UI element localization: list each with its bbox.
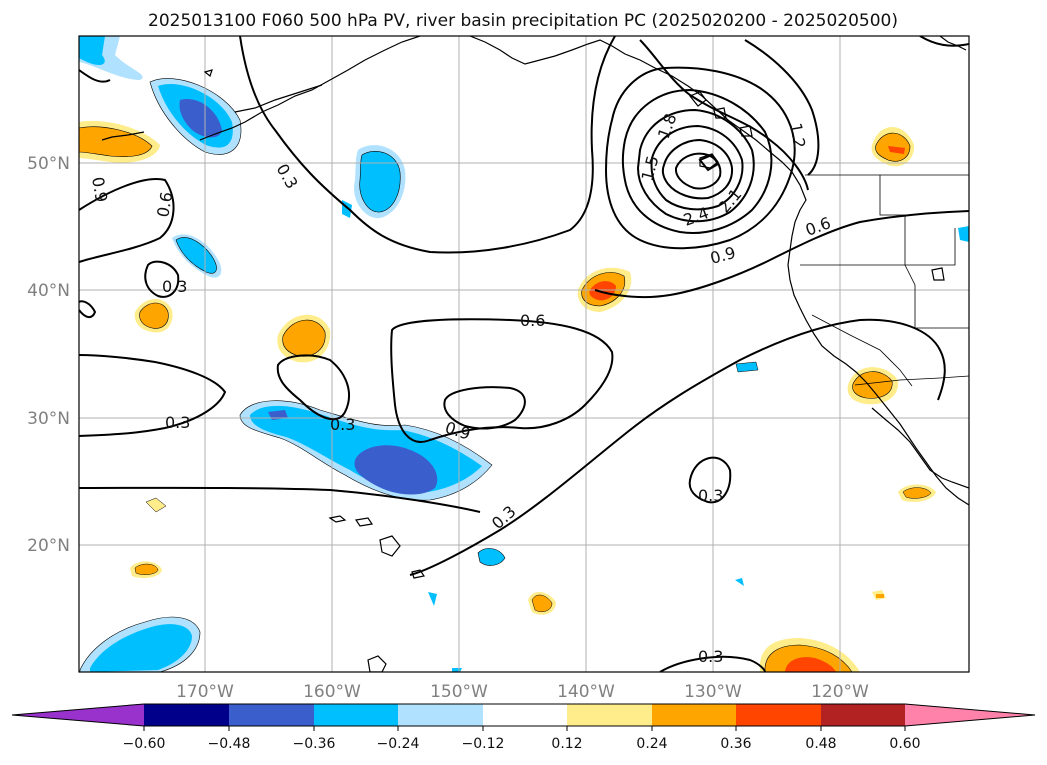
lon-label: 170°W	[176, 682, 234, 702]
graticule	[79, 36, 969, 672]
contour-label: 1.2	[786, 121, 809, 149]
colorbar-tick-labels: −0.60 −0.48 −0.36 −0.24 −0.12 0.12 0.24 …	[123, 736, 921, 752]
latitude-labels: 50°N 40°N 30°N 20°N	[27, 154, 70, 556]
contour-label: 0.3	[698, 647, 723, 666]
colorbar: −0.60 −0.48 −0.36 −0.24 −0.12 0.12 0.24 …	[11, 703, 1036, 752]
contour-label: 0.6	[520, 311, 545, 330]
contour-label: 0.3	[330, 415, 355, 434]
map-frame	[78, 35, 970, 673]
colorbar-tick-label: −0.24	[377, 736, 420, 752]
colorbar-tick-label: −0.60	[123, 736, 166, 752]
lat-label: 40°N	[27, 281, 70, 301]
colorbar-tick-label: 0.24	[636, 736, 667, 752]
lat-label: 50°N	[27, 154, 70, 174]
lon-label: 130°W	[684, 682, 742, 702]
colorbar-segment	[652, 704, 736, 726]
contour-label: 0.9	[88, 175, 111, 203]
colorbar-segment	[483, 704, 567, 726]
colorbar-segment	[821, 704, 905, 726]
colorbar-segment	[144, 704, 229, 726]
figure-title: 2025013100 F060 500 hPa PV, river basin …	[148, 11, 898, 31]
colorbar-tick-label: 0.12	[551, 736, 582, 752]
colorbar-ticks	[143, 726, 906, 731]
colorbar-extension-max	[905, 704, 1035, 726]
colorbar-segment	[229, 704, 314, 726]
colorbar-tick-label: −0.12	[462, 736, 505, 752]
colorbar-tick-label: −0.48	[208, 736, 251, 752]
colorbar-tick-label: 0.48	[805, 736, 836, 752]
map-area: 0.3 0.3 0.3 0.3 0.3 0.3 0.3 0.6 0.6 0.6 …	[79, 36, 969, 672]
colorbar-tick-label: 0.60	[889, 736, 920, 752]
contour-label: 0.3	[165, 413, 190, 432]
contour-label: 0.3	[698, 486, 723, 505]
lon-label: 140°W	[557, 682, 615, 702]
lat-label: 30°N	[27, 409, 70, 429]
colorbar-extension-min	[12, 704, 144, 726]
lon-label: 150°W	[430, 682, 488, 702]
colorbar-tick-label: 0.36	[720, 736, 751, 752]
colorbar-tick-label: −0.36	[293, 736, 336, 752]
lat-label: 20°N	[27, 536, 70, 556]
longitude-labels: 170°W 160°W 150°W 140°W 130°W 120°W	[176, 682, 869, 702]
colorbar-segment	[398, 704, 483, 726]
contour-label: 0.3	[162, 277, 187, 296]
contour-label: 0.6	[153, 190, 176, 218]
colorbar-segment	[736, 704, 821, 726]
coastlines	[101, 36, 969, 672]
lon-label: 160°W	[303, 682, 361, 702]
lon-label: 120°W	[811, 682, 869, 702]
pv-contours	[79, 36, 969, 672]
colorbar-segment	[314, 704, 398, 726]
colorbar-segment	[567, 704, 652, 726]
